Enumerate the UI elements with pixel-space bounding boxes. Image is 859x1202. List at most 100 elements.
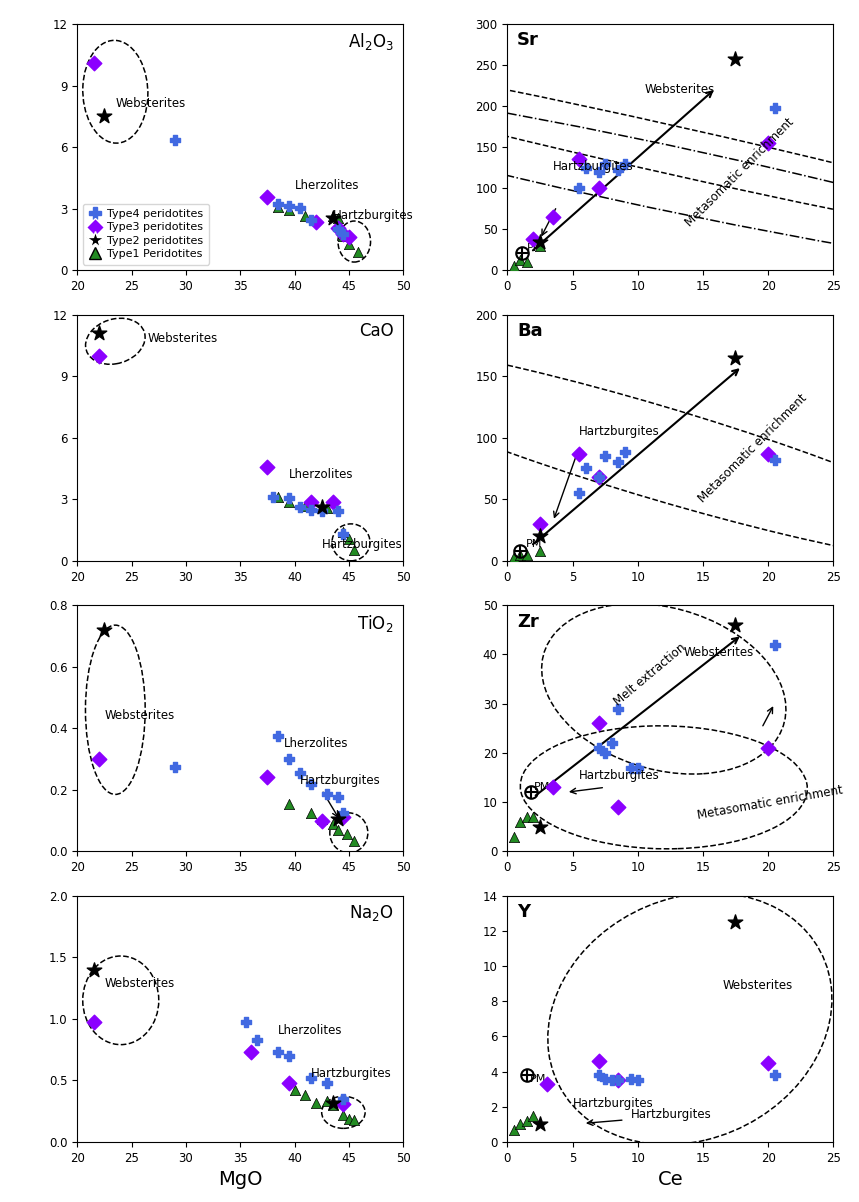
Point [87, 1013, 101, 1033]
Text: Ba: Ba [517, 322, 543, 340]
Point [340, 825, 354, 844]
Point [605, 1071, 618, 1090]
Point [533, 541, 547, 560]
Point [342, 228, 356, 248]
Point [761, 444, 775, 463]
Text: Na$_2$O: Na$_2$O [349, 903, 393, 923]
X-axis label: Ce: Ce [657, 1171, 683, 1189]
Point [768, 99, 782, 118]
Point [314, 498, 328, 517]
Text: Sr: Sr [517, 31, 539, 49]
Point [631, 758, 644, 778]
Point [304, 493, 318, 512]
Point [768, 1065, 782, 1084]
Point [728, 349, 742, 368]
Point [579, 159, 593, 178]
Text: Hartzburgites: Hartzburgites [579, 769, 660, 783]
Point [507, 1120, 521, 1139]
Point [314, 809, 328, 828]
Point [612, 698, 625, 718]
Point [533, 514, 547, 534]
Point [631, 1071, 644, 1090]
Point [546, 207, 560, 226]
Point [347, 831, 361, 850]
Text: Lherzolites: Lherzolites [295, 179, 359, 192]
Point [304, 1069, 318, 1088]
Text: Websterites: Websterites [684, 647, 753, 660]
Point [572, 444, 586, 463]
Point [761, 133, 775, 153]
Point [92, 346, 106, 365]
Point [598, 154, 612, 173]
Text: Websterites: Websterites [644, 83, 715, 96]
Text: Metasomatic enrichment: Metasomatic enrichment [684, 115, 797, 230]
Text: Hartzburgites: Hartzburgites [332, 209, 413, 222]
Text: Lherzolites: Lherzolites [289, 468, 354, 481]
Point [260, 188, 274, 207]
Point [271, 726, 285, 745]
Point [533, 526, 547, 546]
Point [527, 1106, 540, 1125]
Point [92, 749, 106, 768]
Point [592, 179, 606, 198]
Point [618, 154, 631, 173]
Point [283, 493, 296, 512]
Point [314, 811, 328, 831]
Text: Hartzburgites: Hartzburgites [300, 774, 381, 787]
Point [612, 453, 625, 472]
Point [520, 545, 533, 564]
Point [612, 161, 625, 180]
Point [299, 1085, 313, 1105]
Point [331, 501, 344, 520]
Text: Metasomatic enrichment: Metasomatic enrichment [697, 392, 810, 505]
Point [527, 230, 540, 249]
Text: PM: PM [533, 781, 550, 792]
Text: PM: PM [529, 1075, 546, 1084]
Text: Hartzburgites: Hartzburgites [631, 1108, 712, 1120]
Text: Melt extraction: Melt extraction [612, 641, 689, 708]
Point [598, 743, 612, 762]
Point [288, 1081, 302, 1100]
Point [309, 213, 323, 232]
Point [337, 227, 350, 246]
Point [87, 960, 101, 980]
Text: Metasomatic enrichment: Metasomatic enrichment [697, 784, 844, 822]
Point [337, 225, 350, 244]
Point [283, 1073, 296, 1093]
Point [507, 547, 521, 566]
Point [337, 1094, 350, 1113]
Point [612, 1071, 625, 1090]
Text: Al$_2$O$_3$: Al$_2$O$_3$ [348, 31, 393, 53]
Point [283, 488, 296, 507]
Point [533, 232, 547, 251]
Point [347, 540, 361, 559]
Point [293, 763, 307, 783]
Point [260, 458, 274, 477]
Point [572, 483, 586, 502]
Text: Websterites: Websterites [115, 97, 186, 111]
Point [331, 208, 344, 227]
Point [309, 1093, 323, 1112]
Point [326, 493, 339, 512]
Point [326, 1093, 339, 1112]
Point [514, 545, 527, 564]
Point [592, 738, 606, 757]
Point [314, 501, 328, 520]
Point [533, 1114, 547, 1133]
Point [768, 451, 782, 470]
Point [271, 194, 285, 213]
Point [299, 207, 313, 226]
Point [239, 1013, 253, 1033]
Point [283, 200, 296, 219]
Point [87, 53, 101, 72]
Point [337, 803, 350, 822]
Point [592, 162, 606, 182]
Point [326, 814, 339, 833]
Point [520, 808, 533, 827]
Point [546, 778, 560, 797]
Point [304, 210, 318, 230]
Text: CaO: CaO [359, 322, 393, 340]
Point [624, 758, 638, 778]
Point [507, 827, 521, 846]
Point [598, 447, 612, 466]
